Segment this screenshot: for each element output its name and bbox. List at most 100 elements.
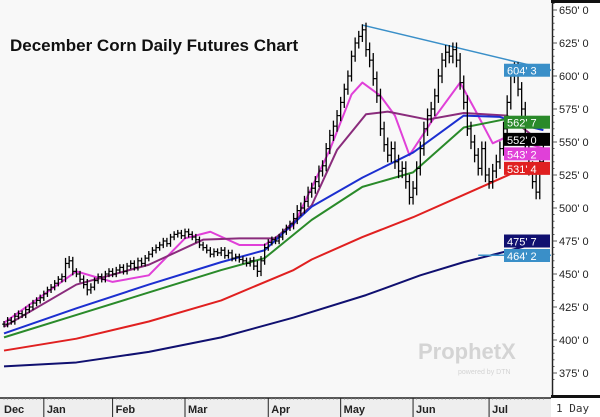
price-bar bbox=[364, 22, 368, 57]
price-bar bbox=[447, 45, 452, 64]
moving-average-line-0 bbox=[3, 81, 544, 324]
price-bar bbox=[299, 202, 303, 217]
price-value-label-box bbox=[504, 249, 550, 262]
moving-average-line-4 bbox=[3, 166, 544, 352]
price-value-label: 543' 2 bbox=[507, 149, 537, 161]
price-tick-label: 450' 0 bbox=[559, 269, 589, 281]
price-tick-label: 400' 0 bbox=[559, 335, 589, 347]
price-bar bbox=[9, 317, 14, 325]
month-label: Jun bbox=[416, 404, 436, 416]
price-bar bbox=[472, 134, 477, 163]
price-bar bbox=[147, 251, 151, 262]
price-bar bbox=[38, 294, 42, 304]
price-bar bbox=[237, 253, 242, 263]
price-bar bbox=[385, 137, 390, 163]
price-bar bbox=[389, 141, 394, 163]
price-tick-label: 625' 0 bbox=[559, 38, 589, 50]
price-bar bbox=[353, 37, 357, 62]
price-bar bbox=[194, 233, 198, 243]
price-bar bbox=[219, 247, 223, 257]
price-bar bbox=[483, 141, 488, 183]
price-bar bbox=[338, 96, 343, 122]
interval-label[interactable]: 1 Day bbox=[556, 402, 589, 415]
price-bar bbox=[411, 181, 415, 205]
price-bar bbox=[5, 317, 10, 328]
price-bar bbox=[204, 244, 209, 254]
price-bar bbox=[342, 83, 347, 108]
price-bar bbox=[70, 256, 75, 276]
price-bar bbox=[197, 236, 202, 249]
price-bar bbox=[393, 141, 397, 169]
price-bar bbox=[519, 82, 524, 117]
price-bar bbox=[165, 237, 169, 247]
price-bar bbox=[27, 303, 32, 313]
price-bar bbox=[99, 273, 104, 283]
price-bar bbox=[81, 275, 86, 289]
plot-area bbox=[0, 0, 551, 398]
price-tick-label: 475' 0 bbox=[559, 236, 589, 248]
moving-average-line-5 bbox=[3, 240, 544, 368]
price-bar bbox=[404, 161, 408, 189]
price-bar bbox=[78, 270, 82, 283]
price-bar bbox=[215, 248, 220, 257]
price-value-label: 531' 4 bbox=[507, 164, 537, 176]
price-bar bbox=[92, 277, 97, 291]
price-bar bbox=[331, 120, 336, 141]
price-bar bbox=[179, 229, 184, 239]
watermark-subtitle: powered by DTN bbox=[458, 369, 511, 376]
price-bar bbox=[49, 284, 53, 294]
price-tick-label: 550' 0 bbox=[559, 137, 589, 149]
price-bar bbox=[186, 228, 191, 238]
price-tick-label: 525' 0 bbox=[559, 170, 589, 182]
price-bar bbox=[328, 129, 332, 155]
price-bar bbox=[143, 254, 147, 267]
price-bar bbox=[45, 286, 50, 297]
price-bar bbox=[23, 306, 28, 319]
price-bar bbox=[125, 262, 129, 275]
price-value-label: 475' 7 bbox=[507, 237, 537, 249]
price-bar bbox=[150, 247, 155, 258]
price-bar bbox=[440, 53, 444, 84]
price-bar bbox=[382, 121, 386, 152]
price-bar bbox=[501, 121, 506, 156]
month-label: Apr bbox=[271, 404, 291, 416]
month-label: Jan bbox=[47, 404, 66, 416]
price-bar bbox=[74, 268, 79, 278]
price-value-label-box bbox=[504, 147, 550, 161]
price-bar bbox=[157, 241, 162, 251]
price-bar bbox=[266, 239, 271, 251]
price-bar bbox=[414, 161, 419, 196]
price-bar bbox=[175, 229, 180, 238]
price-bar bbox=[110, 268, 115, 278]
price-bar bbox=[490, 163, 495, 189]
price-bar bbox=[2, 320, 6, 328]
price-bar bbox=[360, 24, 365, 42]
price-bar bbox=[534, 174, 538, 200]
price-bar bbox=[154, 244, 158, 254]
interval-box bbox=[551, 398, 600, 417]
price-bar bbox=[56, 276, 61, 287]
price-bar bbox=[132, 260, 137, 271]
price-bar bbox=[436, 68, 441, 103]
price-bar bbox=[103, 270, 108, 283]
price-value-label: 464' 2 bbox=[507, 251, 537, 263]
price-bar bbox=[244, 257, 249, 267]
price-bar bbox=[208, 247, 213, 258]
price-bar bbox=[396, 154, 401, 179]
price-bar bbox=[136, 257, 140, 271]
price-bar bbox=[241, 256, 245, 264]
price-bar bbox=[295, 205, 300, 225]
prophetx-watermark: ProphetX bbox=[418, 339, 516, 364]
price-bar bbox=[306, 186, 310, 207]
price-bar bbox=[461, 75, 466, 110]
price-bar bbox=[168, 233, 173, 247]
price-bar bbox=[118, 264, 122, 274]
price-bar bbox=[451, 42, 455, 64]
price-tick-label: 575' 0 bbox=[559, 104, 589, 116]
price-bar bbox=[349, 50, 354, 82]
price-bar bbox=[465, 95, 470, 136]
price-bar bbox=[280, 228, 285, 241]
price-axis bbox=[551, 0, 600, 398]
price-bar bbox=[335, 110, 339, 132]
